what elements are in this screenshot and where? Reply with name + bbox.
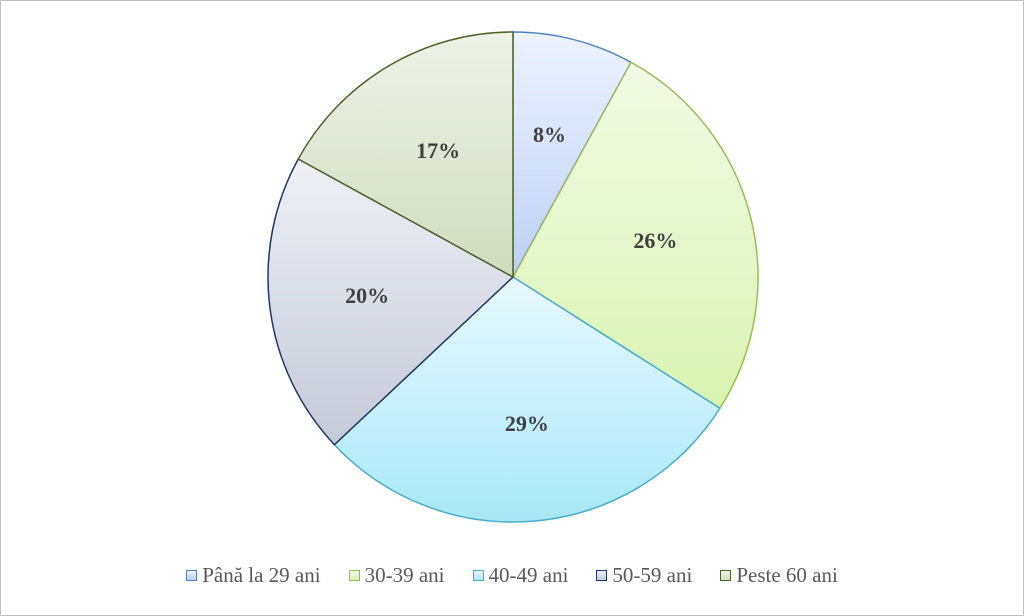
legend-label-3: 40-49 ani bbox=[488, 563, 569, 587]
pie-data-labels: 8% 26% 29% 20% 17% bbox=[345, 122, 677, 436]
legend-item-2: 30-39 ani bbox=[348, 563, 445, 588]
legend-swatch-4 bbox=[596, 570, 608, 581]
legend-label-1: Până la 29 ani bbox=[202, 563, 321, 587]
legend-label-5: Peste 60 ani bbox=[736, 563, 838, 587]
legend-label-2: 30-39 ani bbox=[364, 563, 445, 587]
data-label-3: 29% bbox=[505, 411, 549, 436]
pie-slice-1 bbox=[512, 31, 633, 278]
pie-slices bbox=[267, 31, 759, 523]
legend-item-5: Peste 60 ani bbox=[720, 563, 838, 588]
legend-swatch-3 bbox=[472, 570, 484, 581]
legend-swatch-1 bbox=[186, 570, 198, 581]
pie-slice-3 bbox=[333, 276, 721, 523]
data-label-2: 26% bbox=[633, 228, 677, 253]
pie-slice-4 bbox=[267, 157, 515, 446]
pie-slice-5 bbox=[297, 31, 514, 279]
legend-item-4: 50-59 ani bbox=[596, 563, 692, 588]
legend-swatch-5 bbox=[720, 570, 732, 581]
legend: Până la 29 ani 30-39 ani 40-49 ani 50-59… bbox=[1, 563, 1023, 588]
legend-label-4: 50-59 ani bbox=[612, 563, 693, 587]
pie-slice-2 bbox=[512, 61, 759, 410]
legend-swatch-2 bbox=[348, 570, 360, 581]
legend-item-1: Până la 29 ani bbox=[186, 563, 321, 588]
data-label-5: 17% bbox=[416, 138, 460, 163]
data-label-4: 20% bbox=[345, 283, 389, 308]
legend-item-3: 40-49 ani bbox=[472, 563, 569, 588]
data-label-1: 8% bbox=[533, 122, 566, 147]
